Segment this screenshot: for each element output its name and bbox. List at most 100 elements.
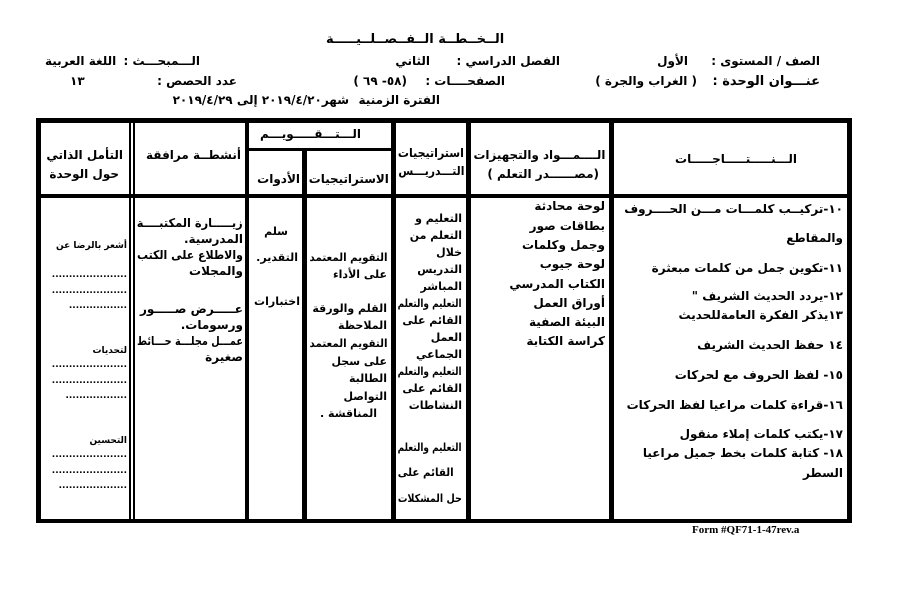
period-label: الفترة الزمنية — [358, 93, 440, 107]
eval-strategy-item: التواصل — [343, 390, 387, 403]
grade-value: الأول — [657, 54, 688, 68]
activity-item: عمـــل مجلـــة حـــائط — [137, 334, 243, 348]
periods-label: عدد الحصص : — [157, 74, 237, 88]
document-title: الــخــطــة الــفــصــلــيـــــة — [326, 32, 505, 47]
eval-strategy-item: الملاحظة — [338, 319, 387, 332]
eval-strategy-item: على سجل — [331, 355, 387, 368]
material-item: الكتاب المدرسي — [509, 277, 605, 291]
eval-tool-item: التقدير. — [256, 251, 298, 264]
header-materials: الــــمـــواد والتجهيزات — [473, 148, 605, 162]
reflection-blank: ................. — [68, 301, 127, 311]
teaching-item: حل المشكلات — [397, 492, 462, 505]
reflection-blank: .................. — [65, 391, 127, 401]
material-item: أوراق العمل — [533, 296, 605, 310]
header-outcomes-cell: الـــنـــــتـــــاجـــــات — [614, 123, 847, 194]
teaching-item: التعليم والتعلم — [398, 365, 462, 378]
reflection-blank: ...................... — [51, 376, 127, 386]
eval-tool-item: سلم — [264, 225, 288, 238]
outcome-item: ١٢-يردد الحديث الشريف " — [691, 289, 843, 303]
header-reflection-cell: التأمل الذاتي حول الوحدة — [41, 123, 129, 194]
teaching-item: النشاطات — [408, 399, 462, 412]
eval-strategies-cell: التقويم المعتمد على الأداء القلم والورقة… — [307, 198, 391, 518]
header-materials-cell: الــــمـــواد والتجهيزات (مصــــــدر الت… — [471, 123, 609, 194]
outcome-item: ١٠-تركيــب كلمـــات مـــن الحــــروف — [624, 202, 843, 216]
header-teaching: استراتيجيات — [397, 146, 464, 160]
material-item: البيئة الصفية — [528, 315, 605, 329]
semester-label: الفصل الدراسي : — [456, 54, 560, 68]
semester-value: الثاني — [395, 54, 430, 68]
header-reflection-sub: حول الوحدة — [49, 167, 119, 181]
reflection-blank: ...................... — [51, 286, 127, 296]
teaching-item: الجماعي — [416, 348, 462, 361]
activity-item: صغيرة — [205, 350, 243, 364]
teaching-item: التعليم و — [415, 212, 462, 225]
teaching-item: القائم على — [398, 466, 454, 479]
teaching-item: القائم على — [402, 314, 462, 327]
teaching-item: التعليم والتعلم — [398, 441, 462, 454]
outcome-item: ١٧-يكتب كلمات إملاء منقول — [679, 427, 843, 441]
outcomes-cell: ١٠-تركيــب كلمـــات مـــن الحــــروف وال… — [614, 198, 847, 518]
teaching-item: التدريس — [417, 263, 462, 276]
reflection-label: التحسين — [89, 436, 127, 446]
outcome-item: ١٦-قراءة كلمات مراعيا لفظ الحركات — [626, 398, 843, 412]
eval-tools-cell: سلم التقدير. اختبارات — [249, 198, 302, 518]
teaching-item: التعلم من — [409, 229, 462, 242]
header-materials-sub: (مصــــــدر التعلم ) — [487, 167, 599, 181]
outcome-item: ١٤ حفظ الحديث الشريف — [697, 338, 843, 352]
grade-label: الصف / المستوى : — [711, 54, 820, 68]
header-eval-tools-cell: الأدوات — [249, 151, 302, 194]
reflection-label: لتحديات — [92, 346, 127, 356]
eval-strategy-item: التقويم المعتمد — [309, 337, 387, 350]
activity-item: ورسومات. — [180, 318, 243, 332]
material-item: بطاقات صور — [529, 219, 605, 233]
form-number: Form #QF71-1-47rev.a — [692, 524, 800, 536]
activity-item: والاطلاع على الكتب — [137, 248, 243, 262]
reflection-blank: ...................... — [51, 270, 127, 280]
eval-strategy-item: على الأداء — [333, 268, 387, 281]
eval-strategy-item: الطالبة — [348, 372, 387, 385]
material-item: وجمل وكلمات — [522, 238, 605, 252]
teaching-item: العمل — [430, 331, 462, 344]
material-item: لوحة جيوب — [539, 257, 605, 271]
reflection-label: أشعر بالرضا عن — [56, 241, 127, 251]
reflection-cell: أشعر بالرضا عن ...................... ..… — [41, 198, 129, 518]
header-evaluation: الـــتـــقـــــويـــم — [259, 127, 361, 141]
outcome-item: ١١-تكوين جمل من كلمات مبعثرة — [651, 261, 843, 275]
activity-item: زيـــــارة المكتبــــة — [136, 216, 243, 230]
header-eval-tools: الأدوات — [257, 172, 300, 186]
outcome-item: ١٣يذكر الفكرة العامةللحديث — [678, 308, 843, 322]
eval-tool-item: اختبارات — [254, 295, 300, 308]
subject-label: الـــمبحـــث : — [123, 54, 201, 68]
period-value: شهر٢٠١٩/٤/٢٠ إلى ٢٠١٩/٤/٢٩ — [172, 93, 349, 107]
reflection-blank: .................... — [58, 481, 127, 491]
teaching-item: التعليم والتعلم — [398, 297, 462, 310]
reflection-blank: ...................... — [51, 466, 127, 476]
outcome-item: ١٨- كتابة كلمات بخط جميل مراعيا — [642, 446, 843, 460]
header-activities: أنشطــة مرافقة — [146, 148, 241, 162]
reflection-blank: ...................... — [51, 450, 127, 460]
header-teaching-sub: التـــدريـــس — [397, 164, 464, 178]
periods-value: ١٣ — [70, 74, 85, 88]
header-teaching-cell: استراتيجيات التـــدريـــس — [396, 123, 466, 194]
pages-label: الصفحــــات : — [425, 74, 505, 88]
outcome-item: السطر — [803, 466, 843, 480]
eval-strategy-item: المناقشة . — [320, 407, 377, 420]
unit-value: ( الغراب والجرة ) — [595, 74, 697, 88]
activities-cell: زيـــــارة المكتبــــة المدرسية. والاطلا… — [135, 198, 245, 518]
teaching-item: المباشر — [420, 280, 462, 293]
material-item: لوحة محادثة — [534, 199, 605, 213]
materials-cell: لوحة محادثة بطاقات صور وجمل وكلمات لوحة … — [471, 198, 609, 518]
header-outcomes: الـــنـــــتـــــاجـــــات — [675, 152, 797, 166]
header-eval-strategies: الاستراتيجيات — [308, 172, 389, 186]
activity-item: والمجلات — [189, 264, 243, 278]
subject-value: اللغة العربية — [45, 54, 117, 68]
teaching-item: خلال — [436, 246, 462, 259]
pages-value: (٥٨- ٦٩ ) — [353, 74, 407, 88]
unit-label: عنـــوان الوحدة : — [712, 74, 820, 89]
reflection-blank: ...................... — [51, 360, 127, 370]
activity-item: عـــــرض صـــــور — [139, 302, 243, 316]
material-item: كراسة الكتابة — [526, 334, 605, 348]
header-evaluation-cell: الـــتـــقـــــويـــم — [249, 123, 391, 148]
header-eval-strategies-cell: الاستراتيجيات — [307, 151, 391, 194]
